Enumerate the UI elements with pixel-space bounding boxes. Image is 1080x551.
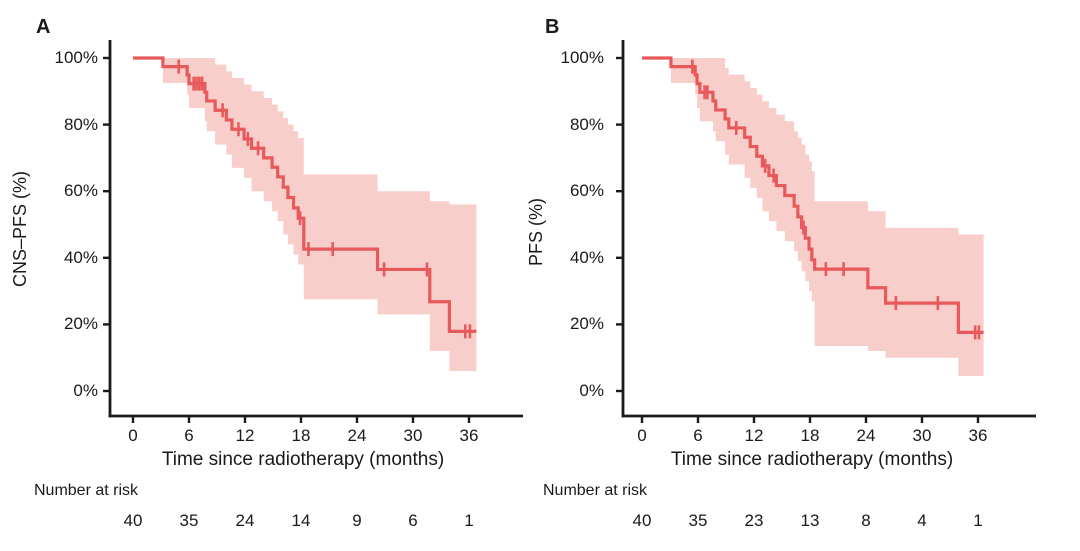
y-tick-label: 60% <box>569 181 604 200</box>
risk-count: 13 <box>800 511 820 530</box>
risk-count: 8 <box>861 511 871 530</box>
y-tick-label: 100% <box>560 48 604 67</box>
x-tick-label: 12 <box>744 426 764 445</box>
confidence-band <box>162 58 477 372</box>
y-tick-label: 80% <box>63 115 98 134</box>
panel-b-risk-table-title: Number at risk <box>543 482 648 499</box>
censor-marks <box>691 59 981 340</box>
risk-count: 35 <box>179 511 199 530</box>
y-tick-label: 100% <box>54 48 98 67</box>
risk-count: 40 <box>632 511 652 530</box>
panel-b-y-axis-title: PFS (%) <box>526 197 547 267</box>
y-tick-label: 0% <box>73 381 98 400</box>
risk-count: 40 <box>123 511 143 530</box>
x-tick-label: 6 <box>184 426 194 445</box>
x-tick-label: 12 <box>235 426 255 445</box>
risk-count: 9 <box>352 511 362 530</box>
axes <box>103 40 523 423</box>
risk-count: 23 <box>744 511 764 530</box>
panel-b-plot <box>616 40 1036 423</box>
y-tick-label: 40% <box>63 248 98 267</box>
x-tick-label: 0 <box>637 426 647 445</box>
x-tick-label: 36 <box>459 426 479 445</box>
x-tick-label: 36 <box>968 426 988 445</box>
panel-b-letter: B <box>545 16 560 38</box>
km-step-curve <box>133 56 477 333</box>
x-tick-label: 18 <box>291 426 311 445</box>
x-tick-label: 24 <box>347 426 367 445</box>
x-tick-label: 30 <box>403 426 423 445</box>
x-tick-label: 6 <box>693 426 703 445</box>
censor-marks <box>177 59 472 339</box>
risk-count: 1 <box>973 511 983 530</box>
y-tick-label: 0% <box>579 381 604 400</box>
panel-a-risk-table-title: Number at risk <box>34 482 139 499</box>
risk-count: 6 <box>408 511 418 530</box>
risk-count: 14 <box>291 511 311 530</box>
panel-a-y-axis-title: CNS–PFS (%) <box>10 170 31 288</box>
x-tick-label: 0 <box>128 426 138 445</box>
x-tick-label: 18 <box>800 426 820 445</box>
x-tick-label: 24 <box>856 426 876 445</box>
y-tick-label: 60% <box>63 181 98 200</box>
confidence-band <box>670 58 984 377</box>
y-tick-label: 80% <box>569 115 604 134</box>
risk-count: 4 <box>917 511 927 530</box>
panel-b-x-axis-title: Time since radiotherapy (months) <box>670 449 954 470</box>
risk-count: 1 <box>464 511 474 530</box>
axes <box>616 40 1036 423</box>
x-tick-label: 30 <box>912 426 932 445</box>
y-tick-label: 20% <box>63 314 98 333</box>
panel-a-letter: A <box>36 16 51 38</box>
panel-a-plot <box>103 40 523 423</box>
y-tick-label: 20% <box>569 314 604 333</box>
panel-a-x-axis-title: Time since radiotherapy (months) <box>161 449 445 470</box>
risk-count: 24 <box>235 511 255 530</box>
risk-count: 35 <box>688 511 708 530</box>
y-tick-label: 40% <box>569 248 604 267</box>
